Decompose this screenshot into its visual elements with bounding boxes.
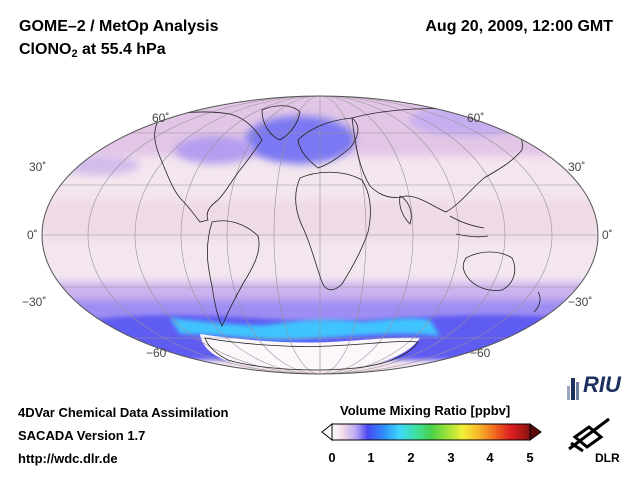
coast-australia [462, 251, 516, 291]
coast-india [399, 195, 412, 225]
lat-label-left-60: 60˚ [152, 111, 170, 125]
colorbar-min-arrow [321, 423, 333, 441]
riu-logo-icon [567, 378, 579, 400]
credits-block: 4DVar Chemical Data Assimilation SACADA … [18, 405, 229, 474]
north-america-plume [175, 136, 255, 164]
coast-indonesia [449, 215, 489, 238]
north-atlantic-plume [245, 116, 355, 164]
dlr-logo-icon [568, 417, 610, 453]
lat-label-left-minus60: −60 [146, 346, 167, 360]
coast-antarctica [204, 337, 419, 371]
colorbar-gradient [331, 423, 531, 441]
lat-label-left-30: 30˚ [29, 160, 47, 174]
riu-logo-text: RIU [583, 372, 621, 397]
colorbar-max-arrow [529, 423, 542, 441]
meridian-90 [180, 96, 460, 374]
credit-version: SACADA Version 1.7 [18, 428, 146, 443]
colorbar-tick-0: 0 [328, 450, 336, 465]
pressure-level: at 55.4 hPa [77, 41, 166, 58]
credit-method: 4DVar Chemical Data Assimilation [18, 405, 229, 420]
credit-url: http://wdc.dlr.de [18, 451, 118, 466]
colorbar-tick-5: 5 [526, 450, 534, 465]
coast-africa [295, 171, 371, 291]
globe-outline [41, 95, 599, 375]
antarctic-low-region [200, 334, 420, 370]
lat-label-left-minus30: −30˚ [22, 295, 47, 309]
dlr-logo-text: DLR [595, 451, 620, 465]
coast-south-america [206, 220, 260, 327]
analysis-datetime: Aug 20, 2009, 12:00 GMT [425, 18, 613, 35]
map-subtitle: ClONO2 at 55.4 hPa [19, 41, 166, 60]
colorbar-tick-3: 3 [447, 450, 455, 465]
lat-label-right-60: 60˚ [467, 111, 485, 125]
lat-label-right-30: 30˚ [568, 160, 586, 174]
lat-label-right-minus60: −60 [470, 346, 491, 360]
species-name: ClONO [19, 41, 72, 58]
meridian-60 [226, 96, 414, 374]
map-title: GOME–2 / MetOp Analysis [19, 18, 219, 35]
coast-north-america [154, 111, 263, 223]
colorbar-tick-4: 4 [486, 450, 494, 465]
colorbar [321, 423, 542, 441]
coast-new-zealand [533, 291, 541, 313]
colorbar-tick-2: 2 [407, 450, 415, 465]
coast-greenland [261, 105, 301, 141]
colorbar-title: Volume Mixing Ratio [ppbv] [340, 403, 511, 418]
lat-label-left-0: 0˚ [27, 228, 38, 242]
vortex-edge-cyan [170, 318, 440, 340]
species-subscript: 2 [71, 48, 78, 60]
meridian-30 [273, 96, 367, 374]
lat-label-right-minus30: −30˚ [568, 295, 593, 309]
meridian-120 [134, 96, 506, 374]
graticule [42, 96, 598, 374]
lat-label-right-0: 0˚ [602, 228, 613, 242]
meridian-150 [87, 96, 553, 374]
coast-europe [297, 117, 359, 169]
colorbar-tick-1: 1 [367, 450, 375, 465]
